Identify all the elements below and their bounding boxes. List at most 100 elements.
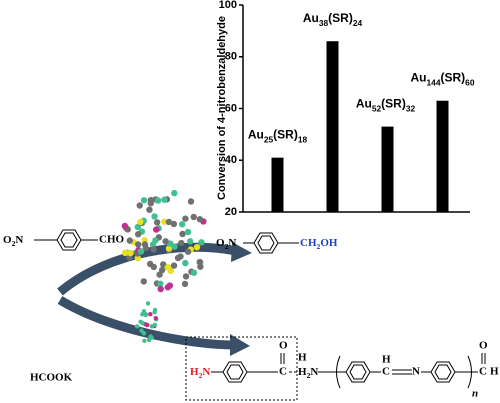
chart: 20 40 60 80 100 Au25(SR)18 Au38(SR)24 Au52(SR)3…: [219, 0, 475, 218]
y-tick-label: 40: [225, 154, 237, 166]
product2-oxygen: O: [279, 340, 288, 352]
atom: [143, 312, 149, 317]
atom: [166, 282, 174, 289]
atom: [140, 278, 147, 285]
atom: [147, 196, 155, 204]
category-label: Au25(SR)18: [248, 128, 308, 145]
atom: [161, 218, 168, 225]
atom: [152, 310, 157, 315]
product2-left: H2N: [190, 366, 210, 381]
atom: [182, 273, 190, 280]
atom: [193, 243, 201, 251]
atom: [161, 196, 168, 203]
atom: [146, 206, 153, 213]
atom: [153, 316, 158, 321]
atom: [150, 246, 157, 253]
reductant: HCOOK: [30, 372, 73, 384]
atom: [150, 263, 157, 271]
atom: [121, 249, 129, 257]
atom: [157, 280, 164, 287]
arrowhead: [231, 242, 252, 262]
imine-c: C: [382, 366, 390, 378]
atom: [142, 338, 147, 344]
atom: [134, 231, 142, 238]
atom: [159, 261, 167, 268]
product2-hydrogen: H: [298, 352, 307, 364]
atom: [178, 221, 186, 228]
atom: [190, 213, 197, 221]
atom: [170, 220, 178, 228]
y-tick-label: 100: [219, 0, 237, 11]
atom: [162, 238, 169, 245]
atom: [134, 324, 140, 329]
atom: [145, 301, 151, 306]
end-c: C: [479, 366, 487, 378]
atom: [140, 312, 145, 317]
product2-carbon: C: [279, 366, 287, 378]
atom: [165, 245, 173, 252]
atom: [181, 280, 189, 288]
atom: [137, 218, 144, 226]
atom: [136, 202, 143, 209]
arrow: [57, 296, 236, 350]
category-label: Au52(SR)32: [356, 97, 416, 114]
y-tick-label: 20: [225, 206, 237, 218]
atom: [171, 189, 178, 197]
bar: [326, 41, 339, 212]
bar: [271, 157, 284, 212]
atom: [134, 254, 141, 262]
atom: [152, 237, 159, 244]
atom: [184, 248, 192, 255]
atom: [182, 215, 189, 222]
atom: [154, 197, 162, 204]
product1-left: O2N: [216, 237, 236, 252]
repeat-n: n: [472, 388, 478, 400]
reactant-right: CHO: [99, 234, 125, 246]
atom: [140, 320, 145, 326]
bar: [381, 126, 394, 212]
end-o: O: [479, 340, 488, 352]
rings: [34, 229, 486, 401]
y-tick-label: 80: [225, 51, 237, 63]
polymer-left: H2N: [298, 366, 318, 381]
atom: [184, 228, 192, 236]
atom: [140, 197, 148, 204]
atom: [174, 254, 182, 262]
atom: [198, 239, 205, 246]
atom: [178, 239, 185, 247]
atom: [196, 216, 204, 223]
atom: [151, 213, 158, 220]
atom: [179, 230, 186, 238]
atom: [190, 269, 198, 276]
imine-n: N: [412, 366, 420, 378]
atom: [139, 328, 144, 333]
atom: [164, 264, 172, 271]
arrowhead: [230, 334, 250, 356]
atom: [182, 259, 189, 267]
atom: [127, 249, 134, 257]
category-label: Au38(SR)24: [303, 11, 363, 28]
y-axis-title: Conversion of 4-nitrobenzaldehyde: [216, 16, 228, 200]
product1-right: CH2OH: [300, 237, 338, 252]
atom: [149, 324, 155, 329]
atom: [196, 258, 204, 266]
atom: [197, 263, 204, 270]
atom: [135, 241, 142, 248]
atom: [137, 248, 145, 255]
end-h: H: [490, 366, 499, 378]
atom: [165, 218, 173, 226]
atom: [141, 241, 149, 248]
atom: [170, 262, 178, 269]
atom: [153, 226, 160, 233]
imine-h: H: [382, 354, 391, 366]
arrow: [57, 242, 242, 296]
atom: [126, 237, 133, 244]
category-label: Au144(SR)60: [411, 71, 475, 88]
atom: [157, 285, 164, 293]
atom: [171, 243, 178, 250]
atom: [187, 198, 195, 205]
atom: [144, 322, 150, 328]
atom: [186, 238, 194, 245]
atom: [153, 219, 161, 226]
